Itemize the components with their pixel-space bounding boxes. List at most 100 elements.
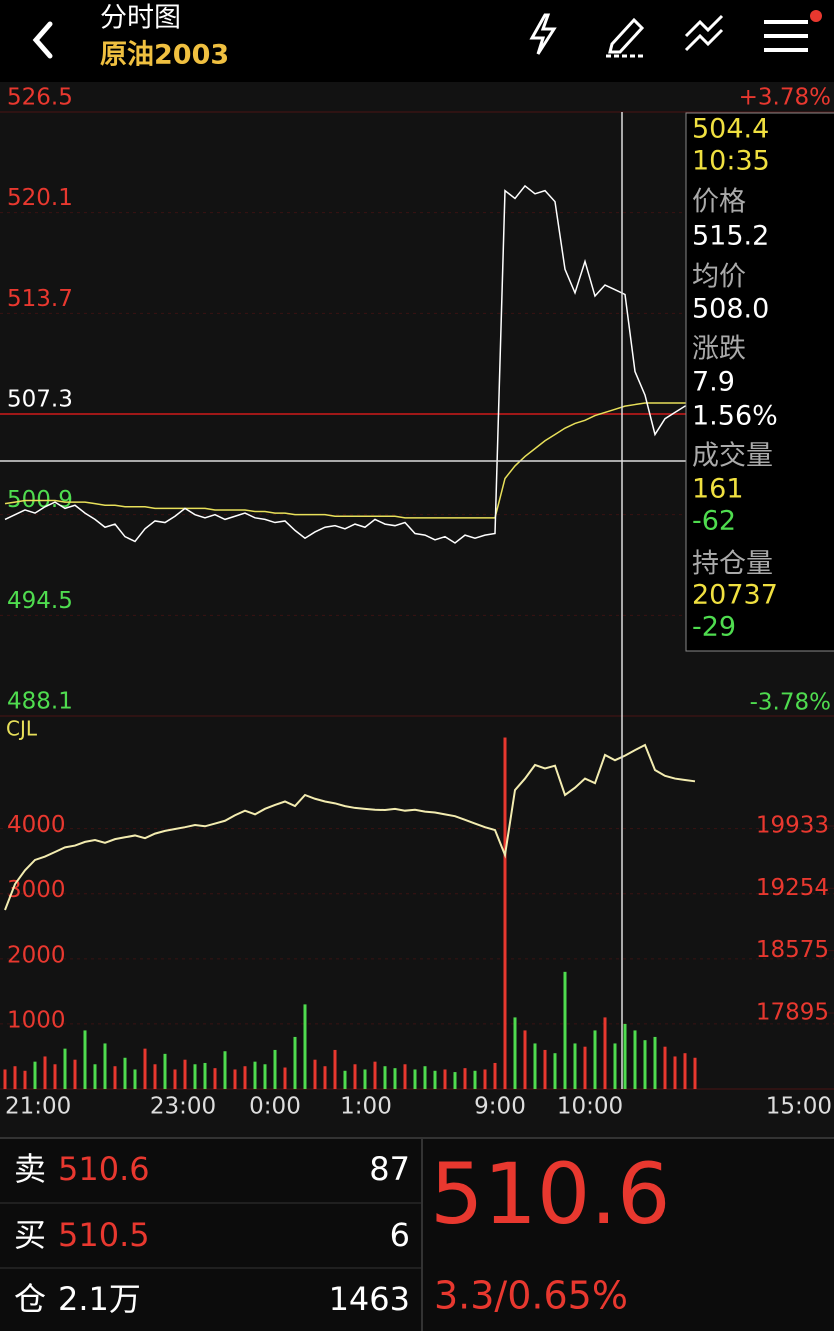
volume-bar [513,1017,517,1089]
flash-icon[interactable] [529,13,557,55]
pct-label: -3.78% [750,690,831,716]
volume-bar [683,1053,687,1089]
volume-bar [613,1043,617,1089]
volume-bar [23,1070,27,1089]
volume-bar [193,1064,197,1089]
x-tick-label: 1:00 [340,1094,392,1120]
x-tick-label: 15:00 [766,1094,832,1120]
tooltip-text: 515.2 [692,221,769,252]
volume-bar [243,1066,247,1089]
volume-bar [123,1057,127,1089]
volume-bar [443,1069,447,1089]
volume-bar [33,1061,37,1089]
volume-bar [573,1043,577,1089]
volume-bar [483,1069,487,1089]
y-tick-label: 4000 [7,812,66,838]
tooltip-text: 508.0 [692,294,769,325]
x-tick-label: 9:00 [474,1094,526,1120]
tooltip-text: 涨跌 [692,334,746,365]
tooltip-box [685,112,834,652]
y-tick-label: 513.7 [7,286,73,312]
volume-bar [283,1067,287,1089]
volume-bar [213,1068,217,1089]
volume-bar [93,1064,97,1089]
volume-bar [133,1069,137,1089]
quote-last: 510.6 [430,1145,670,1243]
volume-bar [413,1069,417,1089]
y-tick-label: 526.5 [7,85,73,111]
volume-bar [223,1051,227,1089]
volume-bar [523,1030,527,1089]
volume-bar [393,1068,397,1089]
volume-bar [343,1070,347,1089]
y-tick-label: 488.1 [7,689,73,715]
volume-bar [463,1068,467,1089]
volume-bar [543,1049,547,1089]
volume-bar [253,1061,257,1089]
quote-oi-change: 1463 [329,1280,410,1318]
y2-tick-label: 19254 [756,875,829,901]
menu-icon[interactable] [764,10,822,52]
tooltip-text: -62 [692,506,736,537]
quote-panel [0,1138,834,1331]
volume-bar [383,1066,387,1089]
volume-label: CJL [6,717,38,741]
quote-oi-value: 2.1万 [58,1280,141,1318]
volume-bar [163,1053,167,1089]
volume-bar [563,971,567,1089]
quote-buy-price: 510.5 [58,1216,150,1254]
tooltip-text: -29 [692,612,736,643]
avg-line [4,402,695,519]
volume-bar [203,1062,207,1089]
tooltip-text: 20737 [692,580,778,611]
volume-bar [353,1064,357,1089]
volume-bar [593,1030,597,1089]
tooltip-text: 161 [692,474,744,505]
x-tick-label: 10:00 [557,1094,623,1120]
volume-bar [363,1069,367,1089]
volume-bar [103,1043,107,1089]
header-subtitle: 原油2003 [100,40,229,71]
volume-bar [673,1056,677,1089]
volume-bar [153,1064,157,1089]
pct-label: +3.78% [739,85,831,111]
volume-bar [423,1066,427,1089]
y2-tick-label: 19933 [756,813,829,839]
volume-bar [43,1056,47,1089]
volume-bar [53,1064,57,1089]
tooltip-text: 504.4 [692,114,769,145]
tooltip-text: 持仓量 [692,549,773,580]
volume-bar [323,1066,327,1089]
volume-bar [403,1064,407,1089]
volume-bar [233,1069,237,1089]
x-tick-label: 21:00 [5,1094,71,1120]
y-tick-label: 494.5 [7,588,73,614]
volume-bar [373,1061,377,1089]
x-tick-label: 23:00 [150,1094,216,1120]
quote-sell-price: 510.6 [58,1150,150,1188]
y2-tick-label: 17895 [756,1000,829,1026]
tooltip-text: 均价 [692,262,746,293]
x-tick-label: 0:00 [249,1094,301,1120]
volume-bar [333,1049,337,1089]
volume-bar [553,1053,557,1089]
volume-bar [583,1046,587,1089]
y-tick-label: 3000 [7,877,66,903]
indicator-icon[interactable] [684,14,724,52]
volume-bar [73,1059,77,1089]
volume-bar [113,1066,117,1089]
volume-bar [83,1030,87,1089]
y-tick-label: 1000 [7,1007,66,1033]
y2-tick-label: 18575 [756,937,829,963]
header-title: 分时图 [100,3,181,34]
tooltip-text: 10:35 [692,146,770,177]
open-interest-line [4,743,696,911]
draw-icon[interactable] [606,17,646,58]
quote-oi-label: 仓 [14,1280,46,1318]
y-tick-label: 2000 [7,942,66,968]
volume-bar [533,1043,537,1089]
volume-bar [473,1070,477,1089]
back-button[interactable] [32,21,53,59]
